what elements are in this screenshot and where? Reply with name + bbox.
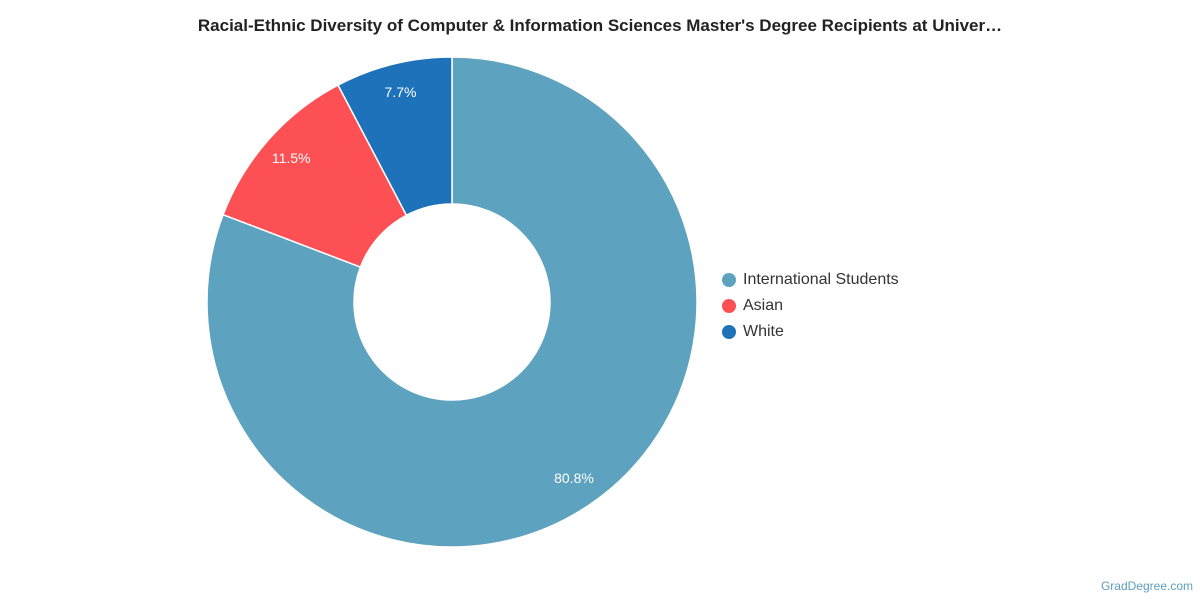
legend-marker-international-students: [722, 273, 736, 287]
legend: International Students Asian White: [722, 267, 899, 345]
slice-label-white: 7.7%: [385, 84, 417, 100]
credit-link[interactable]: GradDegree.com: [1100, 579, 1193, 593]
legend-marker-asian: [722, 299, 736, 313]
slices-group: [206, 56, 698, 548]
legend-item-white[interactable]: White: [722, 319, 899, 345]
slice-label-asian: 11.5%: [272, 150, 311, 166]
slice-labels-group: 80.8% 11.5% 7.7%: [272, 84, 594, 486]
legend-item-international-students[interactable]: International Students: [722, 267, 899, 293]
slice-label-international-students: 80.8%: [554, 470, 594, 486]
chart-title: Racial-Ethnic Diversity of Computer & In…: [197, 16, 1003, 35]
slice-white[interactable]: [337, 56, 453, 217]
slice-international-students[interactable]: [206, 56, 698, 548]
legend-marker-white: [722, 325, 736, 339]
legend-item-asian[interactable]: Asian: [722, 293, 899, 319]
legend-label-asian: Asian: [743, 297, 784, 314]
legend-label-white: White: [743, 323, 784, 340]
slice-asian[interactable]: [222, 84, 408, 269]
legend-label-international-students: International Students: [743, 271, 899, 288]
